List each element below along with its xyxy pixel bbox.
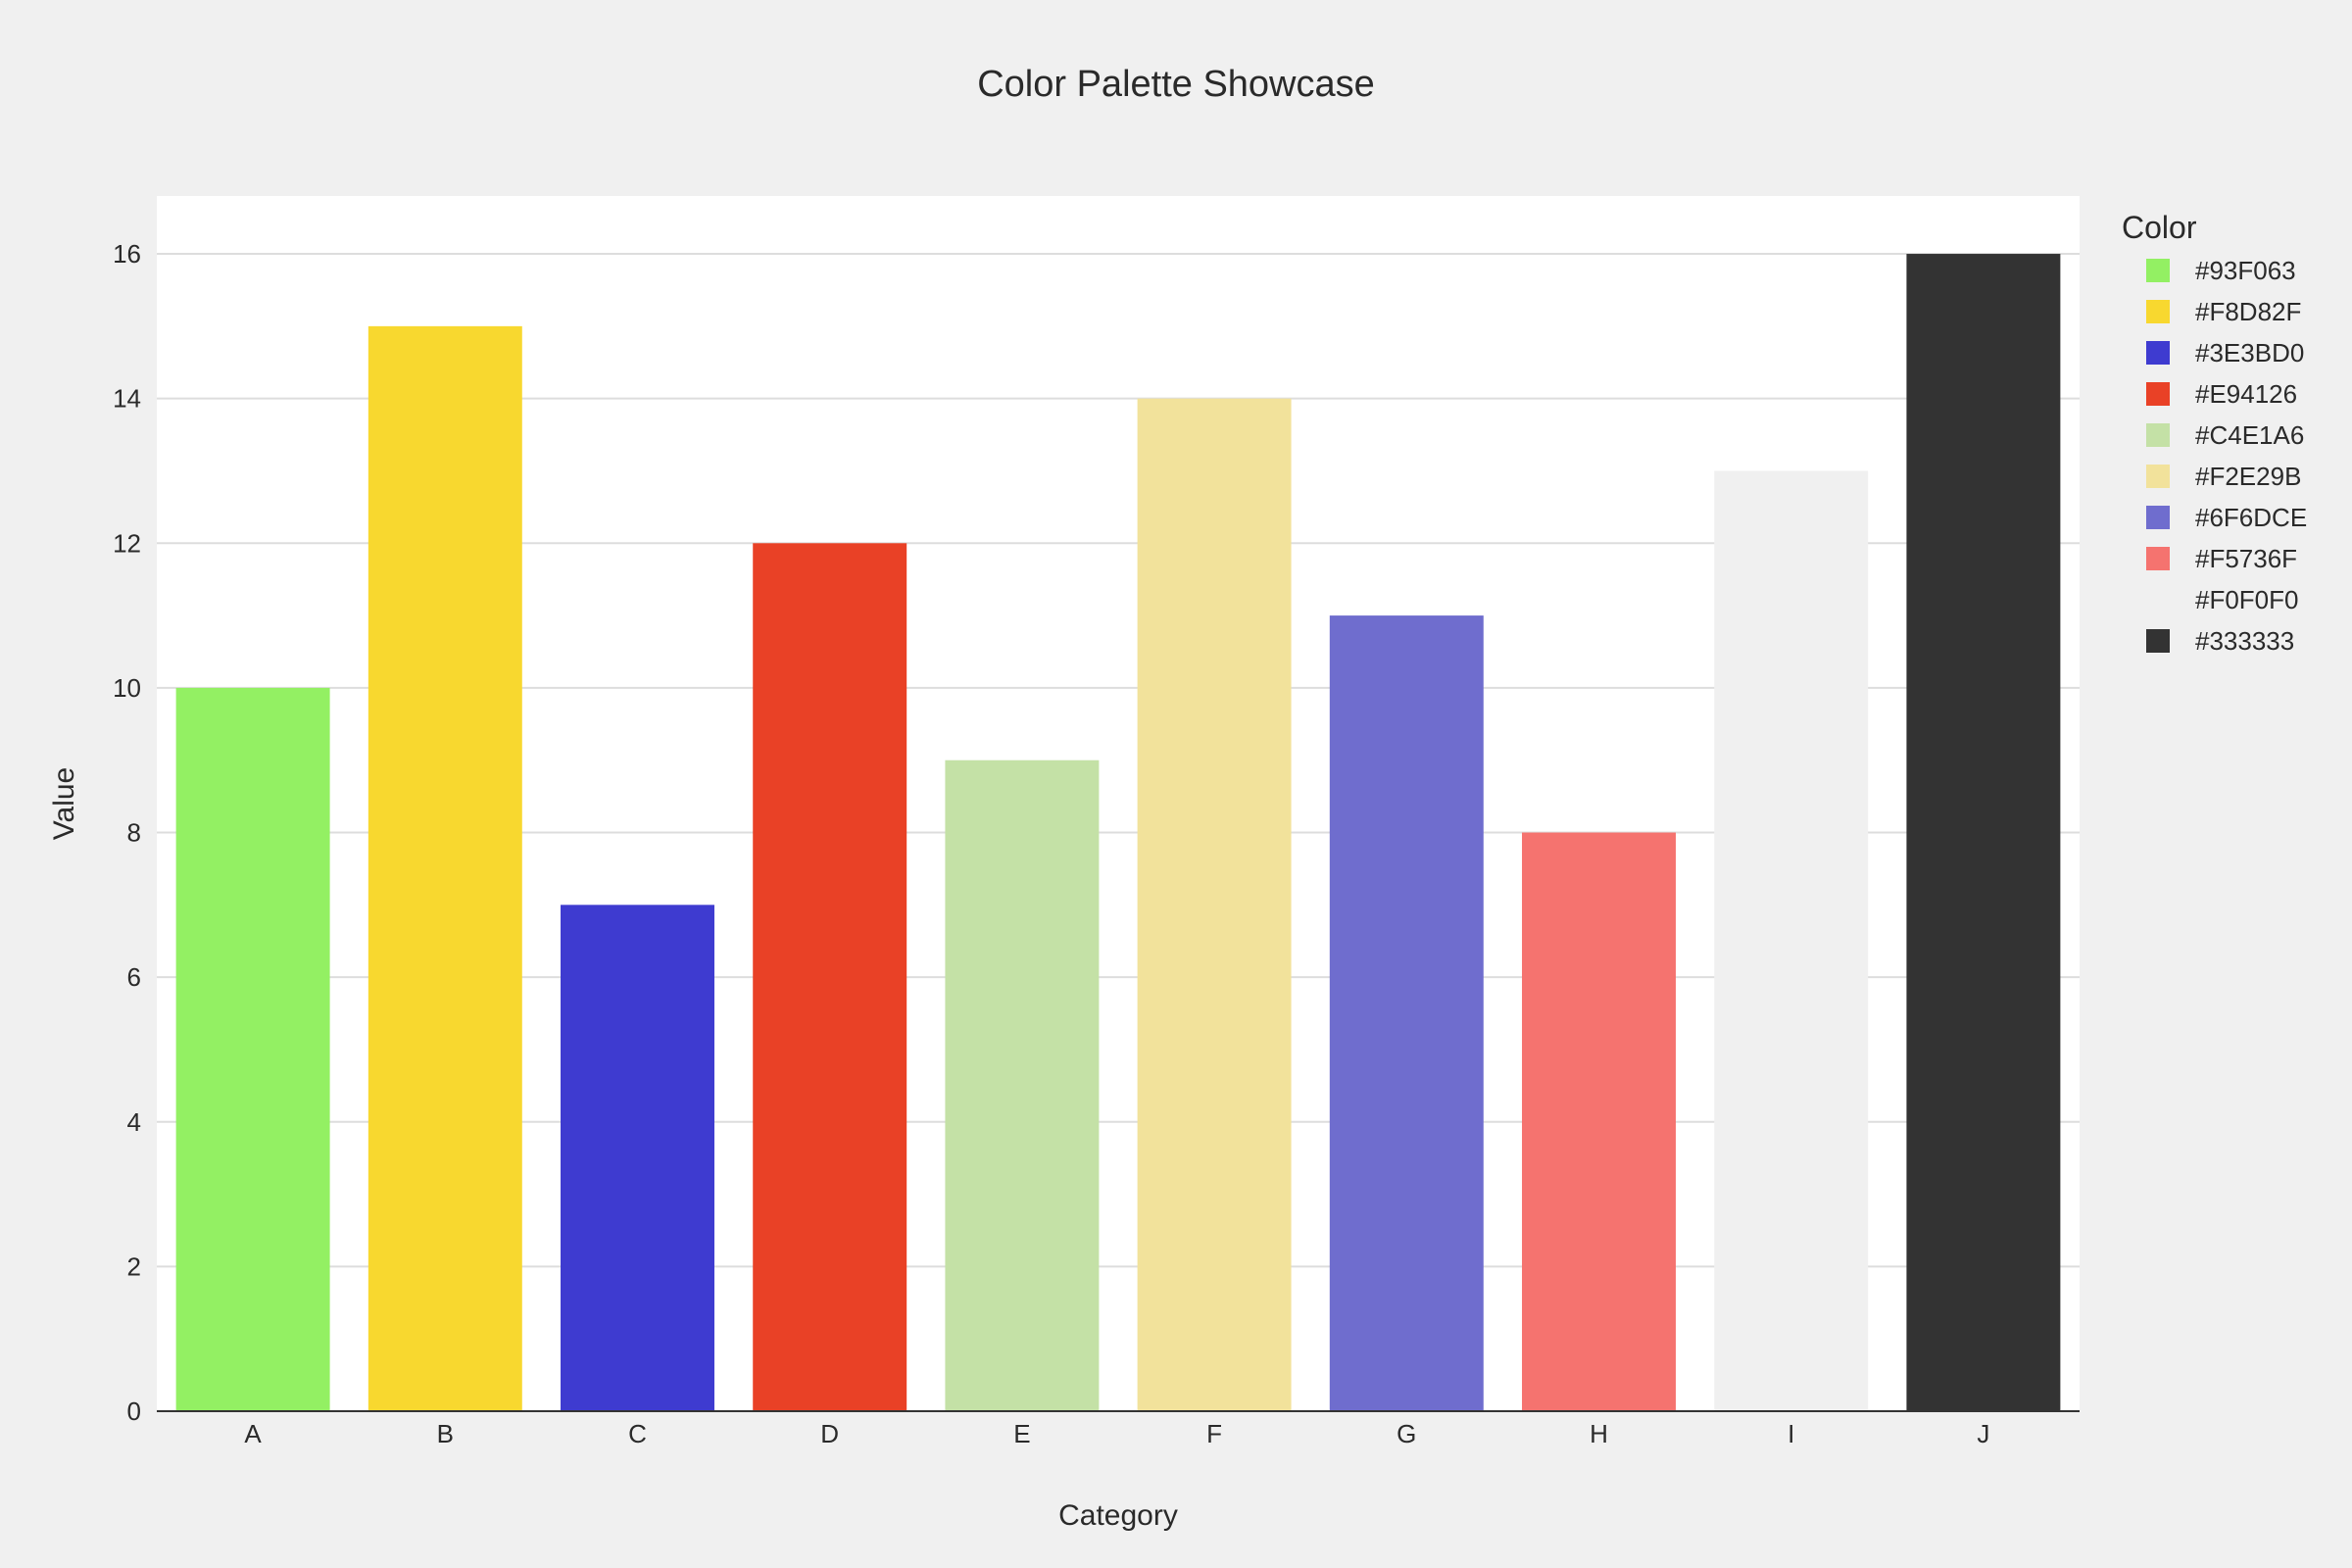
legend-swatch [2146,547,2170,570]
x-tick-label: I [1788,1419,1794,1448]
y-axis-title: Value [48,767,80,841]
legend-label: #F8D82F [2195,297,2301,326]
y-tick-label: 16 [113,239,141,269]
y-tick-label: 10 [113,673,141,703]
y-tick-label: 6 [127,962,141,992]
legend-swatch [2146,423,2170,447]
bar-i [1714,470,1869,1411]
bars [175,254,2061,1412]
x-tick-label: E [1013,1419,1030,1448]
y-tick-label: 14 [113,384,141,414]
bar-e [945,760,1100,1411]
y-tick-label: 12 [113,528,141,558]
x-tick-label: F [1206,1419,1222,1448]
bar-d [753,543,907,1411]
x-tick-label: H [1590,1419,1608,1448]
x-tick-label: G [1396,1419,1416,1448]
legend: Color #93F063 #F8D82F #3E3BD0 #E94126 #C4E1A… [2122,210,2307,656]
legend-swatch [2146,259,2170,282]
legend-swatch [2146,629,2170,653]
legend-swatch [2146,506,2170,529]
legend-swatch [2146,382,2170,406]
legend-label: #3E3BD0 [2195,338,2304,368]
chart-title: Color Palette Showcase [977,64,1375,105]
legend-swatch [2146,300,2170,323]
y-tick-label: 8 [127,818,141,848]
bar-f [1137,398,1292,1412]
y-tick-label: 2 [127,1251,141,1281]
legend-swatch [2146,465,2170,488]
x-tick-label: B [437,1419,454,1448]
legend-swatch [2146,341,2170,365]
x-axis-title: Category [1058,1499,1178,1532]
legend-label: #93F063 [2195,256,2296,285]
legend-label: #F2E29B [2195,462,2301,491]
bar-j [1906,254,2061,1411]
legend-label: #F0F0F0 [2195,585,2299,614]
bar-h [1522,832,1676,1411]
bar-c [561,905,714,1411]
legend-label: #6F6DCE [2195,503,2307,532]
x-tick-label: A [244,1419,262,1448]
legend-label: #E94126 [2195,379,2297,409]
x-tick-label: C [628,1419,647,1448]
bar-a [175,687,330,1411]
legend-title: Color [2122,210,2197,245]
legend-label: #333333 [2195,626,2294,656]
x-tick-label: D [820,1419,839,1448]
bar-g [1329,615,1484,1411]
legend-label: #C4E1A6 [2195,420,2304,450]
x-tick-label: J [1977,1419,1989,1448]
legend-label: #F5736F [2195,544,2297,573]
y-tick-label: 4 [127,1107,141,1137]
y-tick-label: 0 [127,1396,141,1426]
legend-swatch [2146,588,2170,612]
axes: 0 2 4 6 8 10 12 14 16 A B C D E F G H I J [113,239,2080,1448]
bar-b [368,325,522,1411]
legend-items: #93F063 #F8D82F #3E3BD0 #E94126 #C4E1A6 #F2E2… [2146,256,2307,656]
